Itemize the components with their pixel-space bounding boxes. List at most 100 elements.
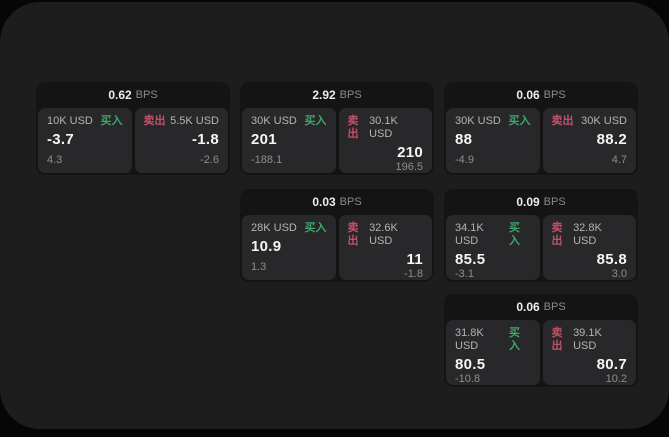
bps-value: 0.06 [516, 88, 540, 102]
sell-panel[interactable]: 卖出 30.1K USD 210 196.5 [338, 108, 432, 173]
buy-tag: 买入 [508, 327, 520, 352]
buy-amount: 34.1K USD [455, 222, 484, 247]
sell-top-row: 卖出 30.1K USD [348, 115, 424, 141]
sell-price: 88.2 [596, 131, 627, 148]
sell-top-row: 卖出 5.5K USD [144, 115, 220, 128]
sell-change: 3.0 [611, 268, 627, 280]
buy-change: -4.9 [455, 154, 474, 166]
buy-change: -10.8 [455, 373, 481, 385]
buy-change: 4.3 [47, 154, 63, 166]
buy-price: -3.7 [47, 131, 75, 148]
sell-tag: 卖出 [347, 222, 359, 247]
bps-unit-label: BPS [135, 89, 158, 101]
sell-tag: 卖出 [347, 115, 359, 140]
card-header: 0.62 BPS [36, 82, 230, 108]
sell-change: -2.6 [200, 154, 219, 166]
sell-tag: 卖出 [551, 115, 574, 127]
bps-value: 2.92 [312, 88, 336, 102]
card-header: 0.06 BPS [444, 82, 638, 108]
sell-panel[interactable]: 卖出 32.8K USD 85.8 3.0 [542, 215, 636, 280]
sell-top-row: 卖出 39.1K USD [552, 327, 628, 353]
buy-price: 80.5 [455, 356, 486, 373]
buy-tag: 买入 [304, 115, 327, 127]
sell-amount: 30K USD [581, 115, 627, 127]
sell-panel[interactable]: 卖出 5.5K USD -1.8 -2.6 [134, 108, 228, 173]
quote-card: 0.06 BPS 31.8K USD 买入 80.5 -10.8 卖出 39.1… [444, 294, 638, 387]
bps-unit-label: BPS [543, 89, 566, 101]
buy-top-row: 30K USD 买入 [251, 115, 327, 128]
buy-price: 88 [455, 131, 473, 148]
sell-change: 196.5 [395, 161, 423, 173]
quote-panels: 10K USD 买入 -3.7 4.3 卖出 5.5K USD -1.8 -2.… [36, 108, 230, 173]
sell-amount: 5.5K USD [170, 115, 219, 127]
buy-panel[interactable]: 34.1K USD 买入 85.5 -3.1 [446, 215, 540, 280]
app-window: 0.62 BPS 10K USD 买入 -3.7 4.3 卖出 5.5K USD… [0, 2, 669, 429]
sell-panel[interactable]: 卖出 32.6K USD 11 -1.8 [338, 215, 432, 280]
sell-amount: 32.8K USD [573, 222, 602, 247]
bps-value: 0.09 [516, 195, 540, 209]
buy-top-row: 34.1K USD 买入 [455, 222, 531, 248]
sell-top-row: 卖出 32.6K USD [348, 222, 424, 248]
buy-change: -3.1 [455, 268, 474, 280]
sell-price: 210 [397, 144, 423, 161]
buy-top-row: 30K USD 买入 [455, 115, 531, 128]
buy-price: 10.9 [251, 238, 282, 255]
sell-change: -1.8 [404, 268, 423, 280]
sell-amount: 30.1K USD [369, 115, 398, 140]
quote-panels: 30K USD 买入 201 -188.1 卖出 30.1K USD 210 1… [240, 108, 434, 173]
quote-card: 0.06 BPS 30K USD 买入 88 -4.9 卖出 30K USD 8… [444, 82, 638, 175]
buy-top-row: 31.8K USD 买入 [455, 327, 531, 353]
sell-price: 85.8 [596, 251, 627, 268]
buy-panel[interactable]: 31.8K USD 买入 80.5 -10.8 [446, 320, 540, 385]
quote-panels: 34.1K USD 买入 85.5 -3.1 卖出 32.8K USD 85.8… [444, 215, 638, 280]
sell-amount: 39.1K USD [573, 327, 602, 352]
bps-value: 0.03 [312, 195, 336, 209]
buy-top-row: 28K USD 买入 [251, 222, 327, 235]
sell-top-row: 卖出 30K USD [552, 115, 628, 128]
quote-card: 2.92 BPS 30K USD 买入 201 -188.1 卖出 30.1K … [240, 82, 434, 175]
buy-top-row: 10K USD 买入 [47, 115, 123, 128]
bps-unit-label: BPS [339, 89, 362, 101]
quote-card: 0.62 BPS 10K USD 买入 -3.7 4.3 卖出 5.5K USD… [36, 82, 230, 175]
buy-panel[interactable]: 10K USD 买入 -3.7 4.3 [38, 108, 132, 173]
bps-value: 0.06 [516, 300, 540, 314]
sell-price: 11 [406, 251, 423, 268]
quote-panels: 31.8K USD 买入 80.5 -10.8 卖出 39.1K USD 80.… [444, 320, 638, 385]
sell-panel[interactable]: 卖出 39.1K USD 80.7 10.2 [542, 320, 636, 385]
buy-amount: 31.8K USD [455, 327, 484, 352]
sell-price: 80.7 [596, 356, 627, 373]
card-header: 0.03 BPS [240, 189, 434, 215]
sell-panel[interactable]: 卖出 30K USD 88.2 4.7 [542, 108, 636, 173]
sell-tag: 卖出 [551, 327, 563, 352]
buy-panel[interactable]: 28K USD 买入 10.9 1.3 [242, 215, 336, 280]
buy-price: 85.5 [455, 251, 486, 268]
sell-top-row: 卖出 32.8K USD [552, 222, 628, 248]
card-header: 2.92 BPS [240, 82, 434, 108]
sell-amount: 32.6K USD [369, 222, 398, 247]
quote-panels: 28K USD 买入 10.9 1.3 卖出 32.6K USD 11 -1.8 [240, 215, 434, 280]
buy-amount: 30K USD [251, 115, 297, 127]
bps-unit-label: BPS [339, 196, 362, 208]
bps-value: 0.62 [108, 88, 132, 102]
buy-tag: 买入 [508, 222, 520, 247]
quote-panels: 30K USD 买入 88 -4.9 卖出 30K USD 88.2 4.7 [444, 108, 638, 173]
buy-tag: 买入 [100, 115, 123, 127]
sell-price: -1.8 [191, 131, 219, 148]
buy-change: -188.1 [251, 154, 283, 166]
sell-change: 10.2 [605, 373, 627, 385]
sell-change: 4.7 [611, 154, 627, 166]
buy-panel[interactable]: 30K USD 买入 201 -188.1 [242, 108, 336, 173]
sell-tag: 卖出 [551, 222, 563, 247]
buy-amount: 28K USD [251, 222, 297, 234]
bps-unit-label: BPS [543, 301, 566, 313]
buy-tag: 买入 [508, 115, 531, 127]
card-header: 0.06 BPS [444, 294, 638, 320]
card-header: 0.09 BPS [444, 189, 638, 215]
buy-panel[interactable]: 30K USD 买入 88 -4.9 [446, 108, 540, 173]
buy-tag: 买入 [304, 222, 327, 234]
buy-amount: 10K USD [47, 115, 93, 127]
quote-card: 0.09 BPS 34.1K USD 买入 85.5 -3.1 卖出 32.8K… [444, 189, 638, 282]
sell-tag: 卖出 [143, 115, 166, 127]
buy-amount: 30K USD [455, 115, 501, 127]
quote-card: 0.03 BPS 28K USD 买入 10.9 1.3 卖出 32.6K US… [240, 189, 434, 282]
